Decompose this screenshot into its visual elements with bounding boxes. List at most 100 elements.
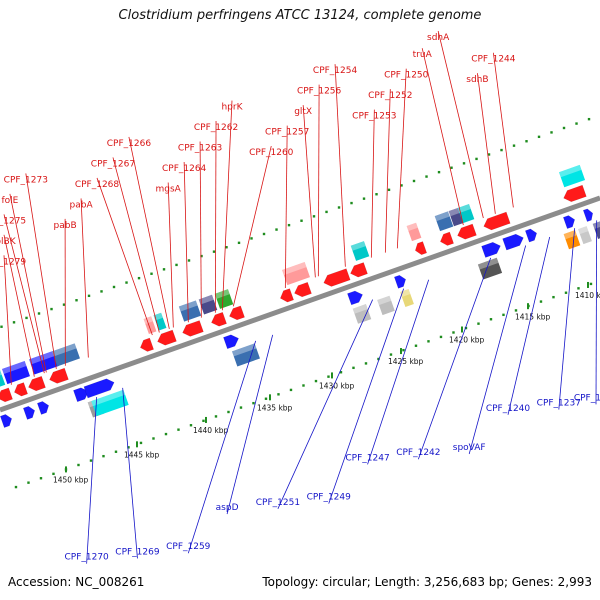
reverse-gene[interactable] — [153, 312, 167, 331]
reverse-gene[interactable] — [558, 164, 586, 188]
gene-label[interactable]: CPF_1240 — [486, 404, 531, 414]
forward-gene[interactable] — [393, 274, 407, 289]
forward-gene[interactable] — [91, 389, 129, 417]
gene-label[interactable]: CPF_1270 — [64, 553, 109, 563]
gene-label[interactable]: truA — [413, 50, 433, 60]
gene-label[interactable]: CPF_1267 — [91, 159, 135, 169]
forward-gene[interactable] — [232, 343, 260, 367]
gene-label[interactable]: CPF_1259 — [166, 542, 211, 552]
reverse-gene[interactable] — [278, 288, 294, 304]
gene-label[interactable]: CPF_1247 — [345, 453, 389, 463]
gene-label[interactable]: pabA — [70, 200, 94, 210]
forward-gene[interactable] — [400, 288, 414, 308]
reverse-gene[interactable] — [0, 369, 6, 390]
gene-label[interactable]: CPF_1250 — [384, 71, 429, 81]
gene-arrow — [440, 231, 454, 246]
reverse-gene[interactable] — [438, 231, 454, 247]
reverse-gene[interactable] — [292, 281, 312, 299]
gene-label[interactable]: CPF_1256 — [297, 87, 342, 97]
gene-label[interactable]: folE — [1, 196, 18, 206]
gene-label[interactable]: CPF_1275 — [0, 216, 26, 226]
gene-label[interactable]: CPF_1251 — [256, 498, 300, 508]
forward-gene[interactable] — [352, 304, 372, 324]
reverse-gene[interactable] — [350, 241, 370, 261]
label-leader-line — [367, 279, 430, 465]
gene-label[interactable]: mgsA — [156, 184, 182, 194]
gene-label[interactable]: pabB — [54, 221, 77, 231]
gene-label[interactable]: CPF_1268 — [75, 180, 120, 190]
reverse-gene[interactable] — [348, 262, 368, 279]
gene-label[interactable]: CPF_1273 — [4, 175, 48, 185]
reverse-gene[interactable] — [26, 375, 46, 393]
reverse-gene[interactable] — [138, 337, 154, 353]
forward-gene[interactable] — [83, 377, 116, 399]
reverse-gene[interactable] — [0, 387, 13, 404]
forward-gene[interactable] — [578, 226, 592, 245]
gene-label[interactable]: folBK — [0, 237, 17, 247]
reverse-gene[interactable] — [562, 184, 587, 204]
forward-gene[interactable] — [223, 333, 240, 350]
forward-gene[interactable] — [524, 227, 538, 243]
forward-gene[interactable] — [0, 413, 13, 428]
gene-label[interactable]: spoVAF — [453, 443, 486, 453]
gene-label[interactable]: CPF_1252 — [368, 91, 412, 101]
gene-label[interactable]: CPF_1266 — [107, 139, 152, 149]
gene-label[interactable]: CPF_1249 — [307, 493, 352, 503]
reverse-gene[interactable] — [52, 343, 80, 367]
ring-dot — [562, 126, 566, 130]
reverse-gene[interactable] — [413, 241, 428, 257]
gene-label[interactable]: CPF_1264 — [162, 164, 207, 174]
gene-label[interactable]: aspD — [216, 503, 239, 513]
reverse-gene[interactable] — [198, 294, 218, 315]
reverse-gene[interactable] — [322, 268, 351, 289]
reverse-gene[interactable] — [214, 289, 234, 309]
forward-gene[interactable] — [582, 208, 595, 222]
gene-label[interactable]: CPF_1236 — [574, 393, 600, 403]
gene-label[interactable]: hprK — [221, 103, 243, 113]
gene-label[interactable]: CPF_1244 — [471, 55, 516, 65]
gene-label[interactable]: CPF_1242 — [396, 448, 440, 458]
reverse-gene[interactable] — [156, 329, 177, 347]
reverse-gene[interactable] — [456, 223, 477, 241]
forward-gene[interactable] — [22, 405, 36, 420]
forward-gene[interactable] — [347, 289, 364, 306]
forward-gene[interactable] — [502, 232, 526, 251]
reverse-gene[interactable] — [227, 305, 245, 322]
forward-gene[interactable] — [36, 400, 50, 415]
reverse-gene[interactable] — [209, 311, 227, 328]
gene-label[interactable]: CPF_1237 — [537, 399, 581, 409]
gene-label[interactable]: CPF_1253 — [352, 112, 396, 122]
gene-label[interactable]: CPF_1279 — [0, 257, 26, 267]
gene-labels[interactable]: CPF_1270 CPF_1269 CPF_1259 aspD CPF_1251 CPF_… — [0, 30, 600, 564]
forward-gene[interactable] — [377, 295, 395, 316]
reverse-gene[interactable] — [143, 316, 157, 335]
reverse-gene[interactable] — [482, 211, 511, 232]
reverse-gene[interactable] — [282, 262, 310, 286]
gene-label[interactable]: gltX — [294, 107, 312, 117]
gene-label[interactable]: CPF_1257 — [265, 128, 309, 138]
forward-gene[interactable] — [563, 230, 581, 250]
reverse-gene[interactable] — [48, 367, 69, 385]
gene-label[interactable]: CPF_1269 — [115, 547, 160, 557]
gene-box-highlight — [400, 288, 411, 297]
gene-label[interactable]: CPF_1263 — [178, 144, 222, 154]
reverse-gene[interactable] — [434, 211, 454, 232]
reverse-gene[interactable] — [406, 222, 422, 242]
gene-features[interactable] — [0, 164, 600, 428]
gene-label[interactable]: CPF_1260 — [249, 148, 294, 158]
reverse-gene[interactable] — [12, 382, 28, 398]
reverse-gene[interactable] — [178, 300, 202, 322]
reverse-gene[interactable] — [448, 207, 464, 227]
forward-gene[interactable] — [562, 214, 576, 229]
reverse-gene[interactable] — [2, 360, 30, 385]
gene-arrow — [347, 290, 363, 306]
forward-gene[interactable] — [73, 386, 90, 403]
reverse-gene[interactable] — [181, 320, 204, 338]
gene-label[interactable]: sdhA — [427, 33, 450, 43]
forward-gene[interactable] — [481, 240, 503, 258]
gene-label[interactable]: CPF_1254 — [313, 66, 358, 76]
forward-gene[interactable] — [477, 257, 503, 280]
gene-label[interactable]: sdhB — [466, 75, 488, 85]
gene-label[interactable]: CPF_1262 — [194, 123, 238, 133]
